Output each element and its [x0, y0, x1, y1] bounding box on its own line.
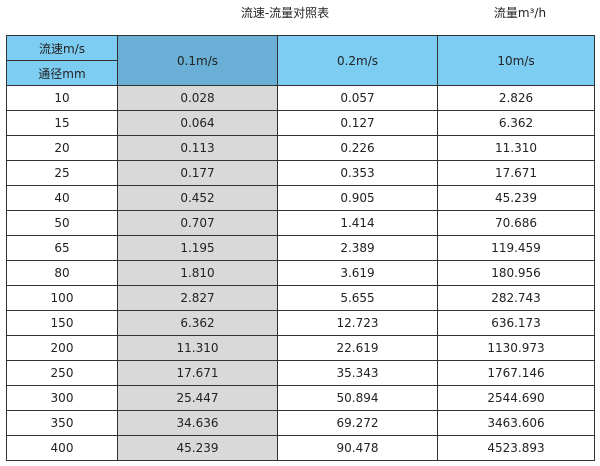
table-row: 300 25.447 50.894 2544.690 — [6, 385, 595, 411]
flow-cell: 90.478 — [277, 435, 438, 461]
diameter-cell: 250 — [6, 360, 118, 386]
flow-cell: 0.127 — [277, 110, 438, 136]
diameter-cell: 65 — [6, 235, 118, 261]
flow-cell: 0.064 — [117, 110, 278, 136]
flow-cell: 1767.146 — [437, 360, 595, 386]
flow-cell: 0.028 — [117, 85, 278, 111]
table-row: 15 0.064 0.127 6.362 — [6, 110, 595, 136]
flow-cell: 3463.606 — [437, 410, 595, 436]
flow-cell: 0.177 — [117, 160, 278, 186]
table-row: 80 1.810 3.619 180.956 — [6, 260, 595, 286]
flow-cell: 45.239 — [117, 435, 278, 461]
table-row: 10 0.028 0.057 2.826 — [6, 85, 595, 111]
flow-cell: 6.362 — [117, 310, 278, 336]
velocity-header: 流速m/s — [6, 35, 118, 61]
flow-cell: 1.414 — [277, 210, 438, 236]
unit-label: 流量m³/h — [493, 6, 547, 20]
header-row: 通径mm — [6, 60, 595, 86]
diameter-header: 通径mm — [6, 60, 118, 86]
flow-cell: 70.686 — [437, 210, 595, 236]
flow-cell: 34.636 — [117, 410, 278, 436]
diameter-cell: 80 — [6, 260, 118, 286]
table-title: 流速-流量对照表 — [240, 6, 330, 20]
table-row: 100 2.827 5.655 282.743 — [6, 285, 595, 311]
table-row: 40 0.452 0.905 45.239 — [6, 185, 595, 211]
diameter-cell: 50 — [6, 210, 118, 236]
table-row: 25 0.177 0.353 17.671 — [6, 160, 595, 186]
flow-cell: 22.619 — [277, 335, 438, 361]
velocity-flow-table: 流速m/s 0.1m/s 0.2m/s 10m/s 通径mm 10 0.028 0.… — [6, 35, 595, 461]
table-row: 65 1.195 2.389 119.459 — [6, 235, 595, 261]
flow-cell: 0.353 — [277, 160, 438, 186]
diameter-cell: 200 — [6, 335, 118, 361]
diameter-cell: 15 — [6, 110, 118, 136]
flow-cell: 69.272 — [277, 410, 438, 436]
diameter-cell: 25 — [6, 160, 118, 186]
flow-cell: 17.671 — [117, 360, 278, 386]
diameter-cell: 10 — [6, 85, 118, 111]
table-row: 400 45.239 90.478 4523.893 — [6, 435, 595, 461]
flow-cell: 17.671 — [437, 160, 595, 186]
flow-cell: 11.310 — [437, 135, 595, 161]
diameter-cell: 40 — [6, 185, 118, 211]
flow-cell: 1.195 — [117, 235, 278, 261]
flow-cell: 1130.973 — [437, 335, 595, 361]
flow-cell: 1.810 — [117, 260, 278, 286]
flow-cell: 0.707 — [117, 210, 278, 236]
flow-cell: 5.655 — [277, 285, 438, 311]
diameter-cell: 20 — [6, 135, 118, 161]
flow-cell: 282.743 — [437, 285, 595, 311]
diameter-cell: 350 — [6, 410, 118, 436]
column-header-0.2: 0.2m/s — [277, 35, 438, 86]
flow-cell: 0.226 — [277, 135, 438, 161]
flow-cell: 0.113 — [117, 135, 278, 161]
table-row: 20 0.113 0.226 11.310 — [6, 135, 595, 161]
flow-cell: 119.459 — [437, 235, 595, 261]
flow-cell: 180.956 — [437, 260, 595, 286]
flow-cell: 0.057 — [277, 85, 438, 111]
diameter-cell: 150 — [6, 310, 118, 336]
flow-cell: 25.447 — [117, 385, 278, 411]
flow-cell: 50.894 — [277, 385, 438, 411]
table-row: 250 17.671 35.343 1767.146 — [6, 360, 595, 386]
flow-cell: 35.343 — [277, 360, 438, 386]
flow-cell: 6.362 — [437, 110, 595, 136]
flow-cell: 4523.893 — [437, 435, 595, 461]
flow-cell: 0.452 — [117, 185, 278, 211]
diameter-cell: 400 — [6, 435, 118, 461]
table-row: 200 11.310 22.619 1130.973 — [6, 335, 595, 361]
flow-cell: 0.905 — [277, 185, 438, 211]
table-row: 150 6.362 12.723 636.173 — [6, 310, 595, 336]
flow-cell: 3.619 — [277, 260, 438, 286]
header-row: 流速m/s 0.1m/s 0.2m/s 10m/s — [6, 35, 595, 86]
column-header-10: 10m/s — [437, 35, 595, 86]
flow-cell: 2.389 — [277, 235, 438, 261]
flow-cell: 45.239 — [437, 185, 595, 211]
flow-cell: 2544.690 — [437, 385, 595, 411]
diameter-cell: 100 — [6, 285, 118, 311]
diameter-cell: 300 — [6, 385, 118, 411]
flow-cell: 12.723 — [277, 310, 438, 336]
table-row: 350 34.636 69.272 3463.606 — [6, 410, 595, 436]
flow-cell: 636.173 — [437, 310, 595, 336]
column-header-0.1: 0.1m/s — [117, 35, 278, 86]
flow-cell: 2.826 — [437, 85, 595, 111]
table-row: 50 0.707 1.414 70.686 — [6, 210, 595, 236]
flow-cell: 2.827 — [117, 285, 278, 311]
flow-cell: 11.310 — [117, 335, 278, 361]
